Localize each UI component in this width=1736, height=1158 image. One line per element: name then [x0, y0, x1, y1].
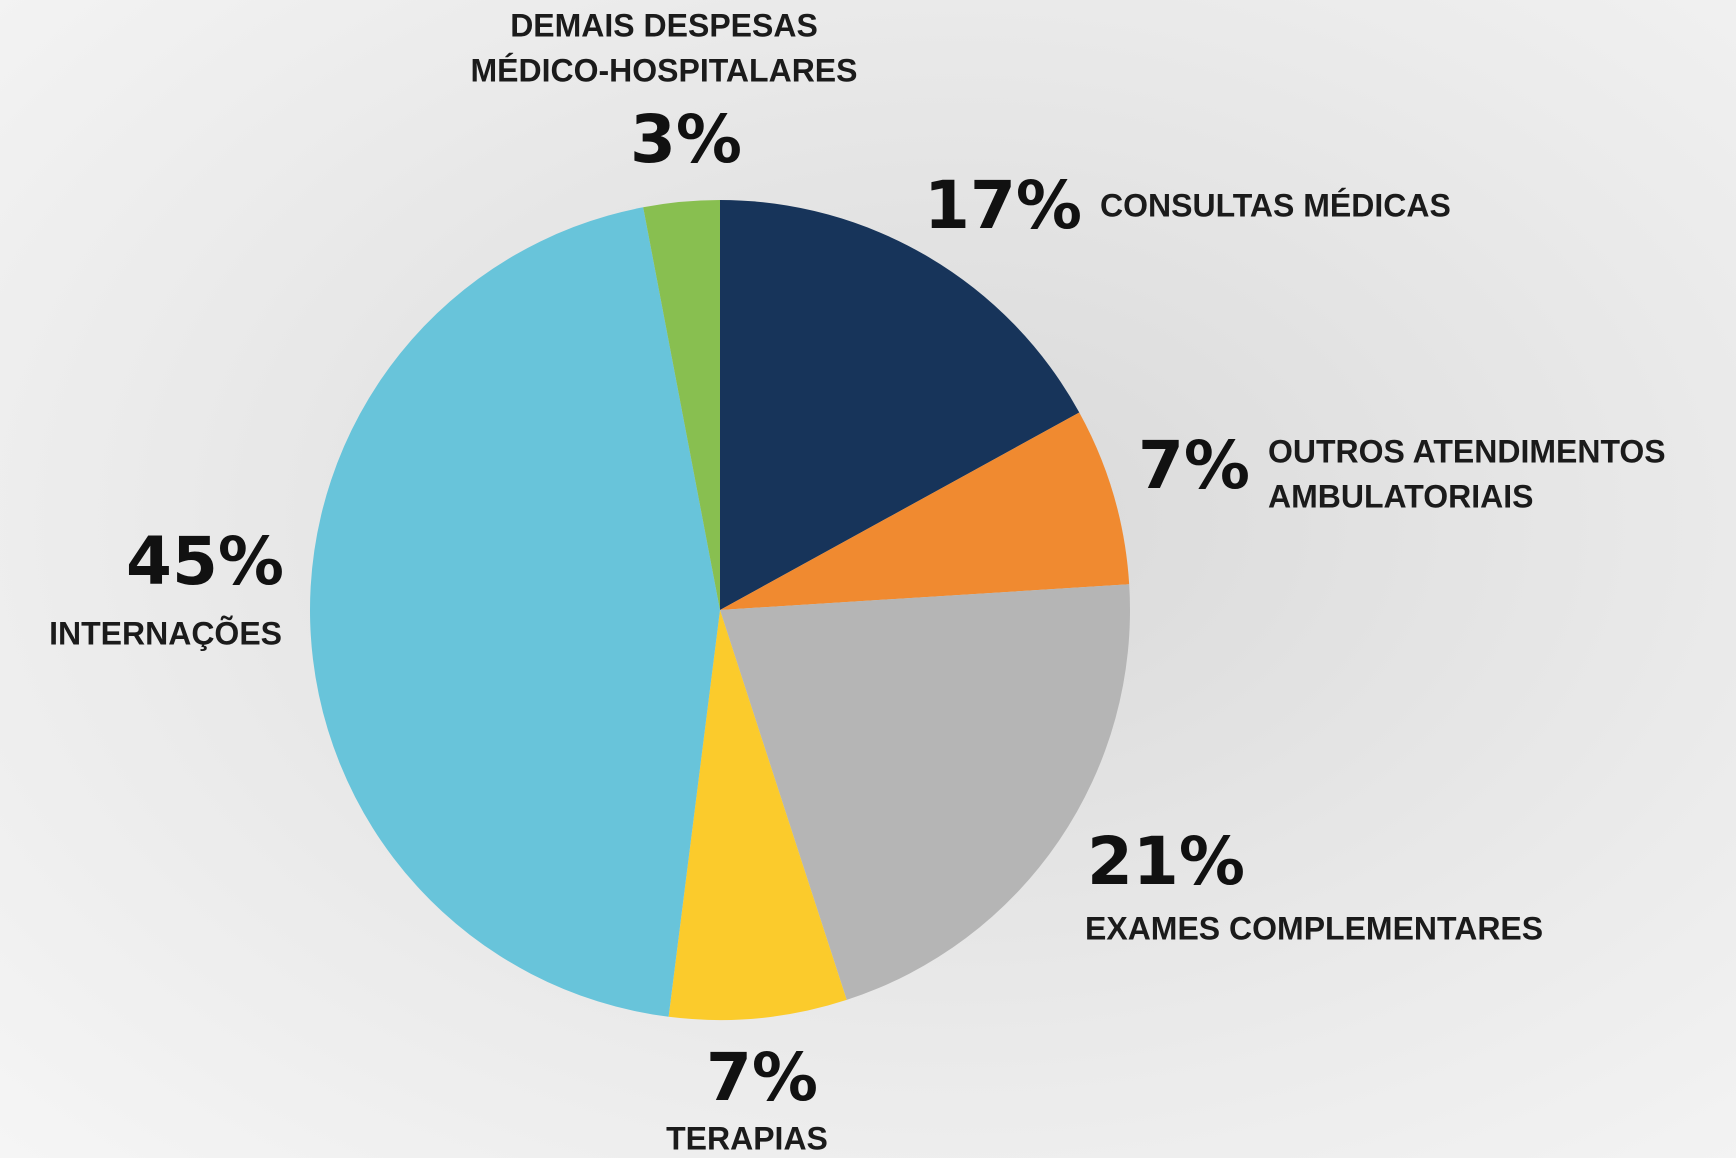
pie-slice	[720, 200, 1080, 610]
category-label: DEMAIS DESPESAS	[510, 7, 818, 43]
category-label: EXAMES COMPLEMENTARES	[1085, 910, 1543, 946]
category-label: INTERNAÇÕES	[49, 615, 282, 651]
category-label: TERAPIAS	[666, 1120, 828, 1156]
category-label: OUTROS ATENDIMENTOS	[1268, 433, 1666, 469]
value-label: 7%	[706, 1039, 818, 1116]
pie	[309, 200, 1130, 1020]
category-label: AMBULATORIAIS	[1268, 478, 1533, 514]
pie-slice	[309, 207, 720, 1017]
value-label: 3%	[630, 101, 742, 178]
pie-slice	[720, 412, 1130, 610]
pie-slice	[668, 610, 847, 1020]
pie-slice	[720, 584, 1130, 1000]
value-label: 45%	[126, 523, 284, 600]
category-label: MÉDICO-HOSPITALARES	[471, 52, 858, 88]
value-label: 21%	[1087, 823, 1245, 900]
pie-slice	[643, 200, 720, 610]
value-label: 7%	[1138, 427, 1250, 504]
category-label: CONSULTAS MÉDICAS	[1100, 187, 1451, 223]
value-label: 17%	[924, 167, 1082, 244]
